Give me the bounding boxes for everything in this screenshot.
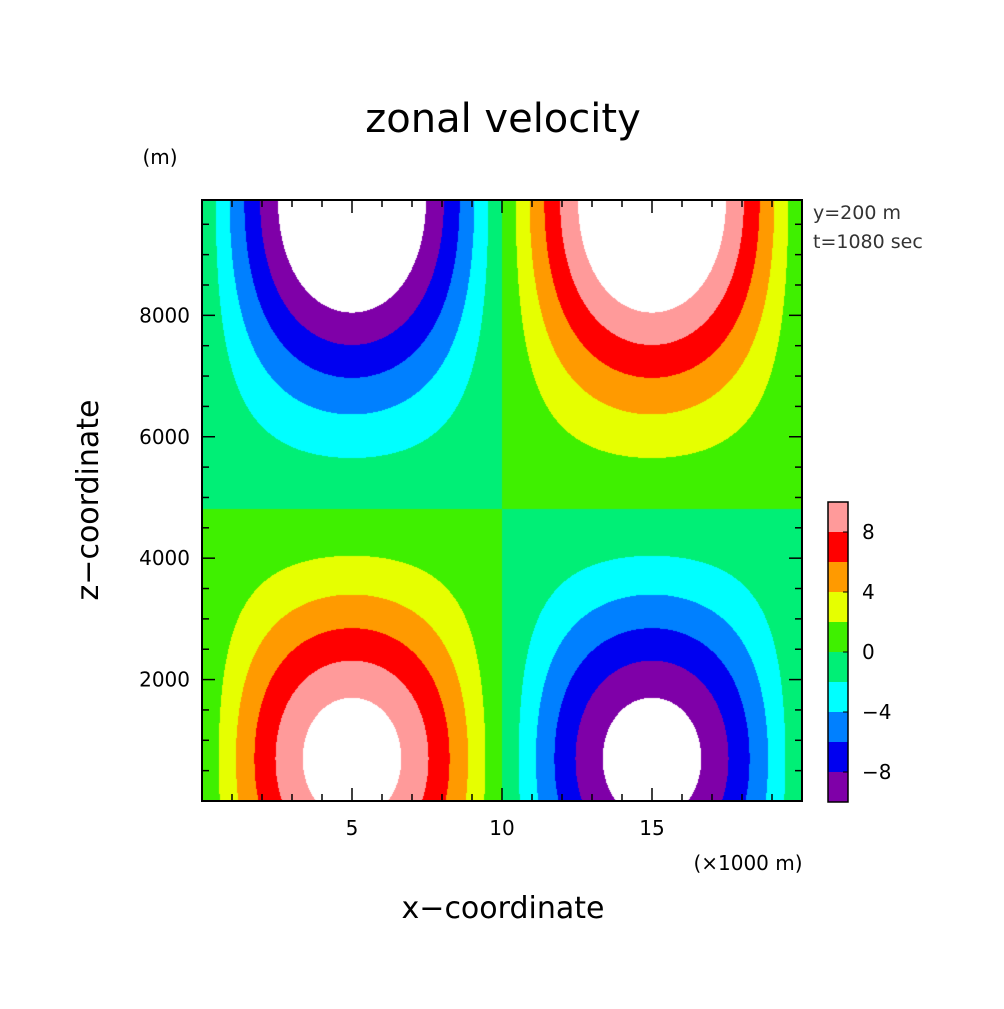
y-tick-label: 2000 <box>139 668 190 692</box>
colorbar-swatch <box>828 502 848 532</box>
contour-plot <box>202 200 802 801</box>
colorbar-swatch <box>828 622 848 652</box>
info-y-position: y=200 m <box>813 202 901 224</box>
y-tick-label: 6000 <box>139 425 190 449</box>
colorbar-swatch <box>828 532 848 562</box>
colorbar-label: −8 <box>862 760 891 784</box>
y-tick-label: 8000 <box>139 303 190 327</box>
contour-fill <box>202 200 802 801</box>
x-axis-label: x−coordinate <box>402 891 605 926</box>
colorbar-label: 4 <box>862 580 875 604</box>
x-unit-label: (×1000 m) <box>693 851 802 875</box>
colorbar-swatch <box>828 592 848 622</box>
y-unit-label: (m) <box>142 145 177 169</box>
plot-axes: 5 10 15 2000 4000 6000 8000 <box>139 199 803 840</box>
info-time: t=1080 sec <box>813 231 923 253</box>
y-tick-label: 4000 <box>139 546 190 570</box>
y-axis-label: z−coordinate <box>71 400 106 601</box>
x-tick-label: 15 <box>639 816 664 840</box>
x-tick-label: 5 <box>346 816 359 840</box>
colorbar-label: 8 <box>862 520 875 544</box>
chart-title: zonal velocity <box>365 96 641 142</box>
colorbar-swatch <box>828 772 848 802</box>
colorbar-swatch <box>828 742 848 772</box>
colorbar-label: 0 <box>862 640 875 664</box>
colorbar-label: −4 <box>862 700 891 724</box>
colorbar-swatch <box>828 682 848 712</box>
colorbar-swatch <box>828 712 848 742</box>
colorbar: 8 4 0 −4 −8 <box>827 501 891 803</box>
colorbar-swatch <box>828 652 848 682</box>
x-tick-label: 10 <box>489 816 514 840</box>
colorbar-swatch <box>828 562 848 592</box>
